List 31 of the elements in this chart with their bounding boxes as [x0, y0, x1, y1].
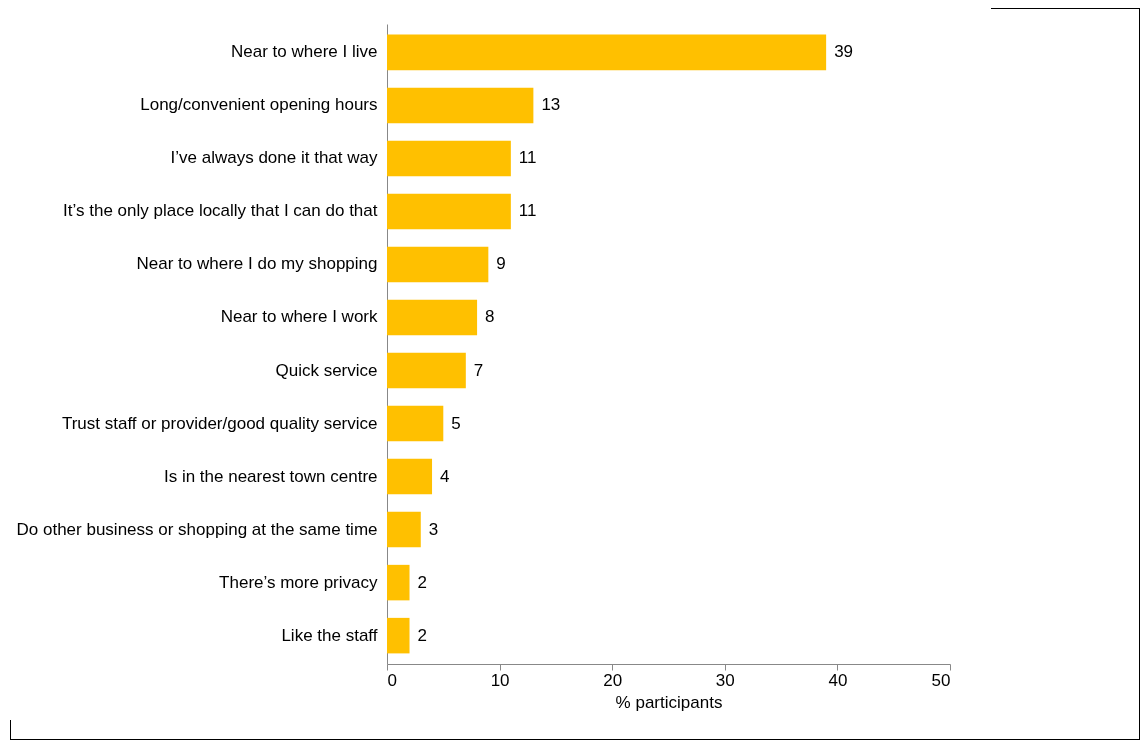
data-label: 5: [451, 413, 461, 433]
y-tick-label: I’ve always done it that way: [170, 148, 378, 168]
y-tick-label: Quick service: [275, 360, 378, 380]
data-label: 11: [518, 148, 537, 168]
data-label: 13: [541, 95, 561, 115]
y-tick-label: There’s more privacy: [219, 572, 378, 592]
x-tick-label: 10: [490, 670, 510, 690]
y-tick-label: Trust staff or provider/good quality service: [61, 413, 378, 433]
y-tick-label: Long/convenient opening hours: [140, 95, 378, 115]
data-label: 11: [518, 201, 537, 221]
x-tick-label: 30: [715, 670, 735, 690]
y-tick-label: Near to where I do my shopping: [136, 254, 378, 274]
y-tick-label: Near to where I work: [220, 307, 378, 327]
y-tick-label: Do other business or shopping at the same time: [16, 519, 378, 539]
x-tick-label: 50: [931, 670, 951, 690]
data-label: 3: [428, 519, 439, 539]
y-tick-label: It’s the only place locally that I can do that: [63, 201, 378, 221]
x-tick-label: 0: [387, 670, 397, 690]
data-label: 8: [485, 307, 495, 327]
x-tick-label: 20: [603, 670, 623, 690]
data-label: 7: [473, 360, 484, 380]
data-label: 2: [417, 625, 427, 645]
data-label: 2: [417, 572, 427, 592]
x-tick-label: 40: [828, 670, 848, 690]
x-axis-title: % participants: [615, 692, 723, 712]
data-label: 4: [440, 466, 450, 486]
y-tick-label: Is in the nearest town centre: [163, 466, 378, 486]
y-tick-label: Like the staff: [281, 625, 378, 645]
data-label: 39: [834, 42, 854, 62]
y-tick-label: Near to where I live: [231, 42, 378, 62]
data-label: 9: [496, 254, 506, 274]
